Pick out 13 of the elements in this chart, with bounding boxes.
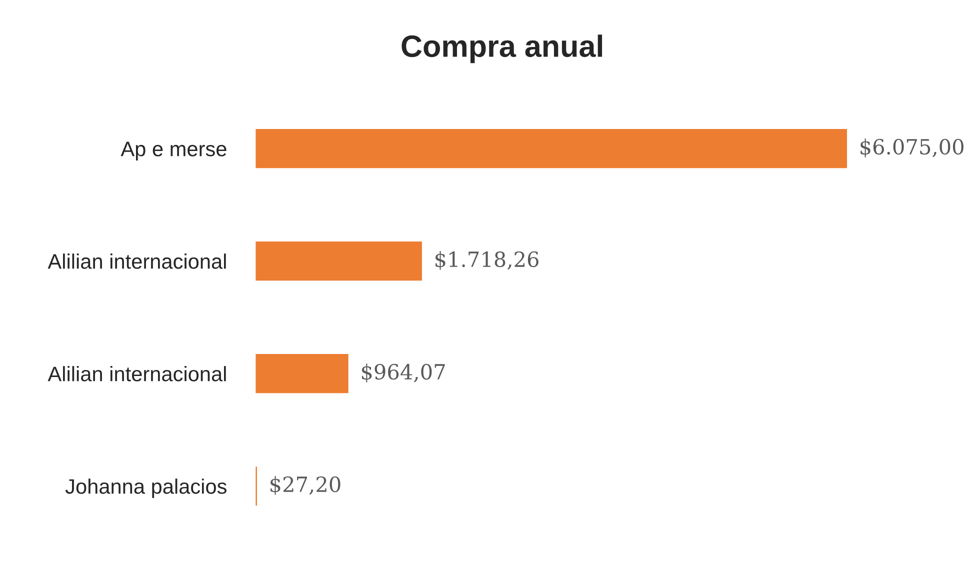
y-tick-label: Johanna palacios <box>65 478 226 498</box>
bar <box>255 352 350 395</box>
bar <box>255 240 424 282</box>
data-label: $6.075,00 <box>860 138 964 158</box>
chart-title: Compra anual <box>402 34 602 64</box>
y-tick-label: Alilian internacional <box>48 254 226 269</box>
bar <box>255 128 848 170</box>
y-tick-label: Alilian internacional <box>48 366 226 382</box>
data-label: $964,07 <box>362 364 445 382</box>
data-label: $27,20 <box>270 476 340 495</box>
bar <box>255 465 258 508</box>
data-label: $1.718,26 <box>436 251 538 270</box>
y-tick-label: Ap e merse <box>120 142 226 160</box>
